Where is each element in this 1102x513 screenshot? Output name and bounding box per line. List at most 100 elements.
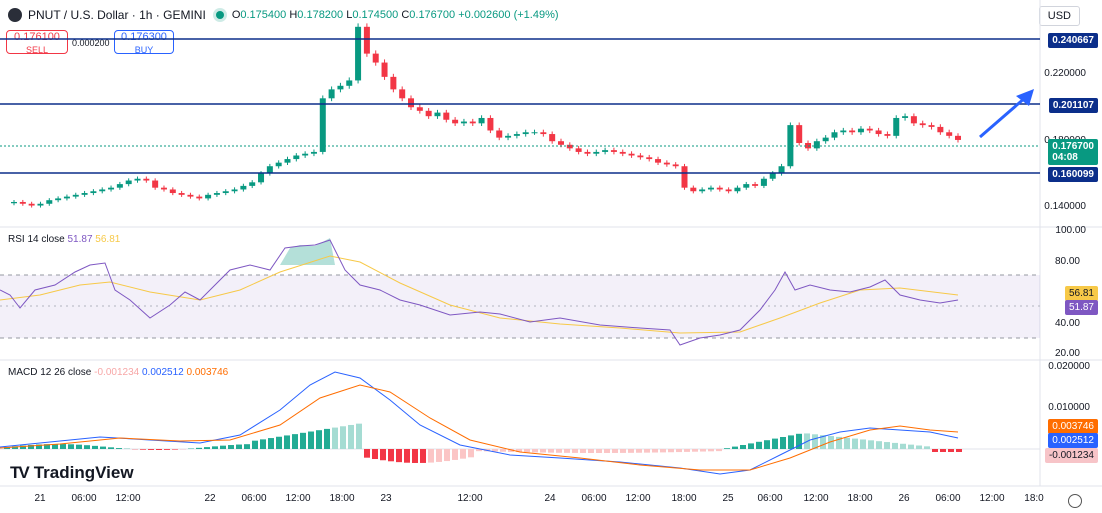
brand-name: TradingView xyxy=(33,463,134,482)
macd-hist-bar xyxy=(692,449,698,452)
candle xyxy=(319,98,326,152)
macd-hist-bar xyxy=(300,432,306,449)
tradingview-logo[interactable]: TV TradingView xyxy=(10,463,134,483)
time-tick: 12:00 xyxy=(457,493,483,504)
time-axis[interactable]: 21 06:00 12:00 22 06:00 12:00 18:00 23 12:00 24 06… xyxy=(0,493,1043,509)
candle xyxy=(487,117,494,131)
macd-hist-bar xyxy=(748,443,754,449)
candle xyxy=(337,85,344,90)
candle xyxy=(910,116,917,124)
candle xyxy=(390,76,397,90)
macd-hist-bar xyxy=(956,449,962,452)
macd-hist-bar xyxy=(28,444,34,449)
buy-button[interactable]: 0.176300 BUY xyxy=(114,30,174,55)
macd-hist-bar xyxy=(500,449,506,452)
candle xyxy=(734,187,741,192)
macd-hist-bar xyxy=(812,434,818,449)
candle xyxy=(566,144,573,149)
candle xyxy=(399,89,406,99)
candle xyxy=(928,125,935,127)
rsi-overbought-fill xyxy=(280,238,335,265)
candle xyxy=(72,194,79,197)
candle xyxy=(160,187,167,190)
macd-hist-bar xyxy=(796,433,802,449)
time-tick: 12:00 xyxy=(285,493,311,504)
macd-line xyxy=(0,371,959,475)
candle xyxy=(946,132,953,136)
candle xyxy=(355,26,362,81)
candle xyxy=(249,182,256,186)
macd-hist-bar xyxy=(612,449,618,453)
candle xyxy=(699,189,706,192)
time-tick: 12:00 xyxy=(803,493,829,504)
time-tick: 06:00 xyxy=(757,493,783,504)
candle xyxy=(19,201,26,204)
macd-hist-bar xyxy=(660,449,666,453)
rsi-title[interactable]: RSI 14 close 51.87 56.81 xyxy=(8,234,121,245)
macd-hist-bar xyxy=(212,446,218,449)
arrow-head-icon xyxy=(1016,89,1034,106)
candle xyxy=(655,159,662,163)
countdown: 04:08 xyxy=(1052,152,1078,163)
candle xyxy=(619,151,626,154)
macd-hist-bar xyxy=(476,449,482,452)
time-tick: 06:00 xyxy=(581,493,607,504)
macd-hist-bar xyxy=(380,449,386,461)
macd-hist-bar xyxy=(772,438,778,449)
macd-hist-bar xyxy=(588,449,594,453)
candle xyxy=(116,184,123,188)
candle xyxy=(143,178,150,181)
candle xyxy=(108,187,115,190)
macd-hist-bar xyxy=(252,440,258,449)
rsi-tick: 40.00 xyxy=(1054,318,1080,329)
sell-button[interactable]: 0.176100 SELL xyxy=(6,30,68,55)
macd-hist-bar xyxy=(860,439,866,449)
candle xyxy=(478,117,485,124)
candle xyxy=(849,130,856,133)
macd-hist-bar xyxy=(284,435,290,449)
candle xyxy=(63,196,70,199)
macd-hist-bar xyxy=(404,449,410,463)
macd-histogram xyxy=(4,423,962,463)
macd-hist-bar xyxy=(156,449,162,450)
macd-hist-bar xyxy=(892,442,898,449)
macd-hist-bar xyxy=(324,428,330,449)
candle xyxy=(893,117,900,136)
time-tick: 21 xyxy=(34,493,46,504)
candle xyxy=(540,132,547,135)
macd-hist-bar xyxy=(44,444,50,449)
candle xyxy=(178,193,185,195)
macd-hist-bar xyxy=(900,443,906,449)
currency-selector[interactable]: USD xyxy=(1038,6,1080,26)
settings-icon[interactable] xyxy=(1068,494,1082,508)
candle xyxy=(505,135,512,138)
candle xyxy=(884,134,891,136)
macd-hist-bar xyxy=(508,449,514,452)
rsi-ma-tag: 56.81 xyxy=(1064,286,1098,301)
macd-hist-bar xyxy=(12,446,18,449)
macd-hist-bar xyxy=(644,449,650,453)
candle xyxy=(381,62,388,77)
macd-title[interactable]: MACD 12 26 close -0.001234 0.002512 0.00… xyxy=(8,367,229,378)
symbol-title[interactable]: PNUT / U.S. Dollar · 1h · GEMINI xyxy=(28,8,206,22)
time-tick: 18:00 xyxy=(847,493,873,504)
macd-hist-bar xyxy=(764,440,770,449)
macd-hist-bar xyxy=(524,449,530,453)
macd-hist-bar xyxy=(740,445,746,449)
candle xyxy=(602,150,609,152)
candle xyxy=(258,173,265,183)
candle xyxy=(363,26,370,54)
candle xyxy=(231,189,238,192)
time-tick: 12:00 xyxy=(115,493,141,504)
candle xyxy=(372,53,379,63)
spread-value: 0.000200 xyxy=(72,38,110,48)
macd-hist-bar xyxy=(340,426,346,449)
candle xyxy=(760,178,767,186)
macd-hist-bar xyxy=(76,444,82,449)
macd-hist-bar xyxy=(876,441,882,449)
candle xyxy=(28,203,35,206)
ohlc-values: O0.175400 H0.178200 L0.174500 C0.176700 … xyxy=(231,9,559,21)
macd-hist-bar xyxy=(372,449,378,460)
macd-hist-bar xyxy=(844,437,850,449)
